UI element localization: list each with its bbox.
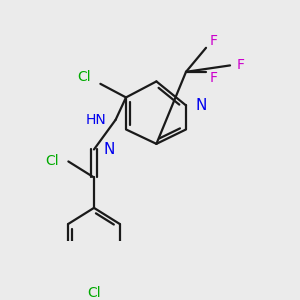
Text: HN: HN: [85, 113, 106, 127]
Text: Cl: Cl: [87, 286, 101, 300]
Text: Cl: Cl: [45, 154, 59, 169]
Text: F: F: [210, 71, 218, 85]
Text: N: N: [196, 98, 207, 113]
Text: N: N: [103, 142, 115, 157]
Text: F: F: [210, 34, 218, 48]
Text: Cl: Cl: [77, 70, 91, 84]
Text: F: F: [236, 58, 244, 72]
